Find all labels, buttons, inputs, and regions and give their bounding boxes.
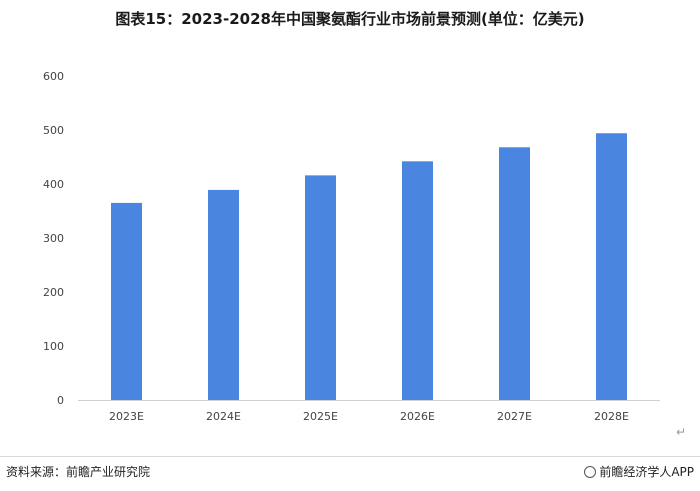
brand-label: 前瞻经济学人APP [584, 463, 694, 480]
x-tick-label: 2028E [594, 410, 629, 423]
bar-2027E [499, 147, 530, 400]
bar-2025E [305, 175, 336, 400]
x-tick-label: 2023E [109, 410, 144, 423]
y-tick-label: 0 [57, 394, 64, 407]
footer-divider [0, 456, 700, 457]
chart-title: 图表15：2023-2028年中国聚氨酯行业市场前景预测(单位：亿美元) [115, 10, 585, 28]
x-tick-label: 2027E [497, 410, 532, 423]
bar-2026E [402, 161, 433, 400]
bar-2023E [111, 202, 142, 400]
y-axis-ticks: 0 100 200 300 400 500 600 [43, 70, 64, 407]
y-tick-label: 100 [43, 340, 64, 353]
x-axis-ticks: 2023E 2024E 2025E 2026E 2027E 2028E [109, 410, 629, 423]
x-tick-label: 2024E [206, 410, 241, 423]
bar-2028E [596, 133, 627, 401]
y-tick-label: 600 [43, 70, 64, 83]
x-tick-label: 2026E [400, 410, 435, 423]
y-tick-label: 500 [43, 124, 64, 137]
x-tick-label: 2025E [303, 410, 338, 423]
y-tick-label: 300 [43, 232, 64, 245]
bars-group [111, 133, 627, 401]
bar-2024E [208, 189, 239, 400]
y-tick-label: 400 [43, 178, 64, 191]
return-arrow-icon: ↵ [676, 425, 687, 439]
source-note: 资料来源：前瞻产业研究院 [6, 465, 151, 479]
brand-text: 前瞻经济学人APP [599, 465, 694, 479]
brand-logo-icon [584, 466, 597, 478]
y-tick-label: 200 [43, 286, 64, 299]
